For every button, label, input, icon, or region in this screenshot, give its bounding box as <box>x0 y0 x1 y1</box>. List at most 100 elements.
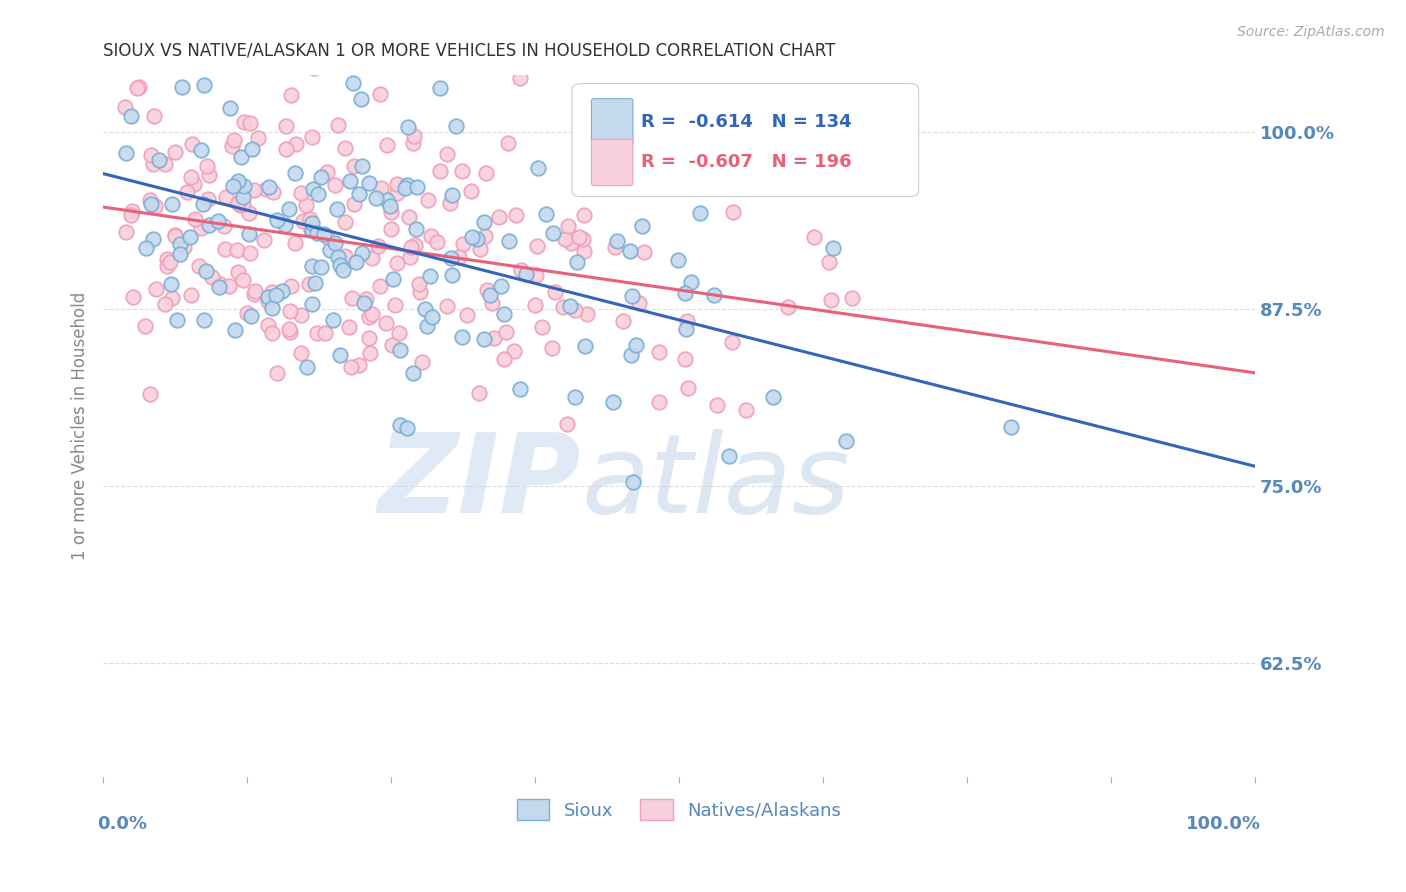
Point <box>728 103 751 117</box>
Point <box>527 161 550 175</box>
Point <box>304 277 326 291</box>
Point <box>127 80 149 95</box>
Point <box>359 310 381 324</box>
Point <box>402 36 425 50</box>
Point <box>301 260 323 274</box>
Point <box>384 298 406 312</box>
Text: SIOUX VS NATIVE/ALASKAN 1 OR MORE VEHICLES IN HOUSEHOLD CORRELATION CHART: SIOUX VS NATIVE/ALASKAN 1 OR MORE VEHICL… <box>103 42 835 60</box>
Point <box>627 296 650 310</box>
Point <box>472 215 495 229</box>
Point <box>120 110 142 124</box>
Point <box>509 70 531 85</box>
Text: R =  -0.614   N = 134: R = -0.614 N = 134 <box>641 112 852 131</box>
Point <box>399 240 422 254</box>
Point <box>560 236 582 251</box>
Point <box>405 222 427 236</box>
Point <box>160 277 183 291</box>
Point <box>381 337 404 351</box>
Point <box>228 196 250 211</box>
Point <box>280 279 302 293</box>
Point <box>494 352 516 367</box>
Point <box>121 208 143 222</box>
Point <box>675 322 697 336</box>
Point <box>440 188 463 202</box>
Point <box>352 246 374 260</box>
Point <box>399 250 422 264</box>
Point <box>703 288 725 302</box>
Point <box>309 260 332 275</box>
Point <box>264 288 287 302</box>
Point <box>114 100 136 114</box>
Text: ZIP: ZIP <box>378 428 581 535</box>
Point <box>240 142 263 156</box>
Point <box>488 210 510 224</box>
Point <box>408 277 430 291</box>
Point <box>382 272 405 286</box>
Point <box>343 159 366 173</box>
Point <box>481 296 503 310</box>
Point <box>375 193 398 207</box>
Point <box>253 233 276 247</box>
Point <box>243 183 266 197</box>
Point <box>803 230 825 244</box>
Point <box>180 169 202 184</box>
Point <box>496 136 519 151</box>
Point <box>139 387 162 401</box>
Point <box>401 367 423 381</box>
Point <box>257 318 280 332</box>
Point <box>606 234 628 248</box>
Point <box>290 186 312 200</box>
Point <box>221 139 243 153</box>
Point <box>270 284 292 298</box>
Point <box>326 202 349 216</box>
Point <box>395 421 418 435</box>
Point <box>225 243 247 257</box>
Point <box>115 225 138 239</box>
Point <box>222 178 245 193</box>
Point <box>339 320 361 334</box>
Point <box>129 28 152 42</box>
Point <box>343 197 366 211</box>
Point <box>232 179 254 194</box>
Point <box>728 179 751 194</box>
Point <box>761 390 783 404</box>
Point <box>262 285 284 299</box>
Point <box>280 87 302 102</box>
Point <box>284 136 307 151</box>
Point <box>315 230 337 244</box>
Point <box>568 230 591 244</box>
Point <box>214 242 236 256</box>
Point <box>284 166 307 180</box>
Point <box>374 316 396 330</box>
Point <box>139 148 162 162</box>
Point <box>201 269 224 284</box>
Point <box>451 236 474 251</box>
Point <box>621 475 644 490</box>
Point <box>633 245 655 260</box>
Point <box>474 228 496 243</box>
Point <box>214 219 236 233</box>
Point <box>193 78 215 93</box>
Point <box>278 322 301 336</box>
Point <box>444 120 467 134</box>
Point <box>257 179 280 194</box>
Point <box>553 300 575 314</box>
Point <box>262 185 284 199</box>
Point <box>323 235 346 250</box>
Point <box>153 157 176 171</box>
Point <box>191 24 214 38</box>
Point <box>380 221 402 235</box>
Point <box>436 299 458 313</box>
Point <box>122 42 145 56</box>
Point <box>228 198 250 212</box>
Point <box>456 308 478 322</box>
Point <box>138 193 160 207</box>
Point <box>475 166 498 180</box>
Point <box>226 177 249 191</box>
Point <box>572 208 595 222</box>
Point <box>470 243 492 257</box>
Point <box>323 178 346 192</box>
Point <box>678 382 700 396</box>
Point <box>290 346 312 360</box>
Point <box>706 398 728 412</box>
